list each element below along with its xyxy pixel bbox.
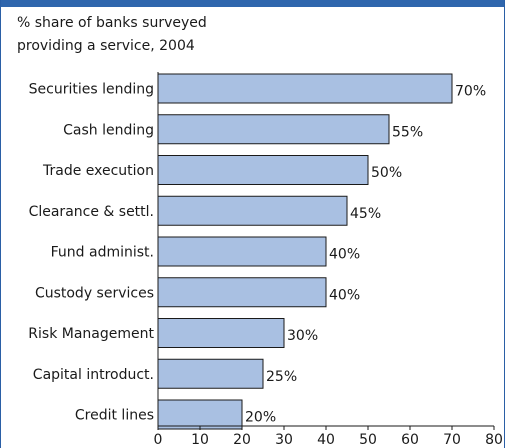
- bar-2: [157, 155, 369, 185]
- x-tick-label-5: 50: [359, 432, 377, 448]
- category-label-7: Capital introduct.: [33, 367, 154, 383]
- value-label-3: 45%: [350, 206, 381, 222]
- bar-1: [157, 114, 390, 145]
- category-label-2: Trade execution: [42, 163, 154, 179]
- x-tick-label-3: 30: [275, 432, 293, 448]
- bar-7: [157, 358, 264, 389]
- value-label-8: 20%: [245, 410, 276, 426]
- category-label-5: Custody services: [35, 285, 154, 301]
- value-label-7: 25%: [266, 369, 297, 385]
- bar-3: [157, 195, 348, 226]
- chart-subtitle-line-1: % share of banks surveyed: [17, 15, 207, 31]
- bar-8: [157, 399, 243, 430]
- header-band: [1, 0, 504, 7]
- chart-subtitle-line-2: providing a service, 2004: [17, 38, 195, 54]
- category-label-6: Risk Management: [28, 326, 154, 342]
- bar-5: [157, 277, 327, 308]
- value-label-0: 70%: [455, 84, 486, 100]
- value-label-4: 40%: [329, 247, 360, 263]
- x-tick-label-0: 0: [154, 432, 163, 448]
- value-label-5: 40%: [329, 287, 360, 303]
- x-tick-label-8: 80: [485, 432, 503, 448]
- value-label-1: 55%: [392, 124, 423, 140]
- category-label-3: Clearance & settl.: [29, 204, 154, 220]
- x-tick-label-2: 20: [233, 432, 251, 448]
- bar-4: [157, 236, 327, 267]
- x-tick-label-1: 10: [191, 432, 209, 448]
- bar-0: [157, 73, 453, 104]
- bar-6: [157, 318, 285, 348]
- x-tick-label-6: 60: [401, 432, 419, 448]
- value-label-2: 50%: [371, 165, 402, 181]
- category-label-1: Cash lending: [63, 122, 154, 138]
- x-tick-label-4: 40: [317, 432, 335, 448]
- x-tick-label-7: 70: [443, 432, 461, 448]
- category-label-4: Fund administ.: [51, 245, 154, 261]
- category-label-0: Securities lending: [29, 82, 154, 98]
- category-label-8: Credit lines: [75, 408, 154, 424]
- value-label-6: 30%: [287, 328, 318, 344]
